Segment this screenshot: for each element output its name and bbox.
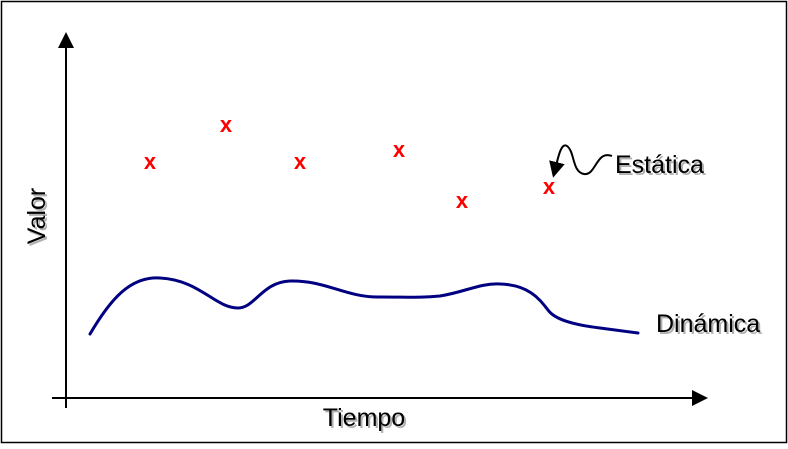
static-marker: x [393,137,406,162]
static-marker: x [543,174,556,199]
static-callout-arrow [549,144,613,178]
static-label-shadow: Estática [617,153,706,181]
x-axis-label: Tiempo [323,404,405,432]
y-axis-label-shadow: Valor [25,190,53,247]
x-axis-label-shadow: Tiempo [325,406,407,434]
static-label: Estática [615,151,704,179]
dynamic-label-shadow: Dinámica [658,312,762,340]
static-marker: x [220,112,233,137]
static-marker: x [294,149,307,174]
static-marker: x [456,188,469,213]
y-axis-label: Valor [23,188,51,245]
static-marker: x [144,149,157,174]
dynamic-label: Dinámica [656,310,760,338]
static-markers: x x x x x x [144,112,556,213]
dynamic-curve [88,276,640,336]
